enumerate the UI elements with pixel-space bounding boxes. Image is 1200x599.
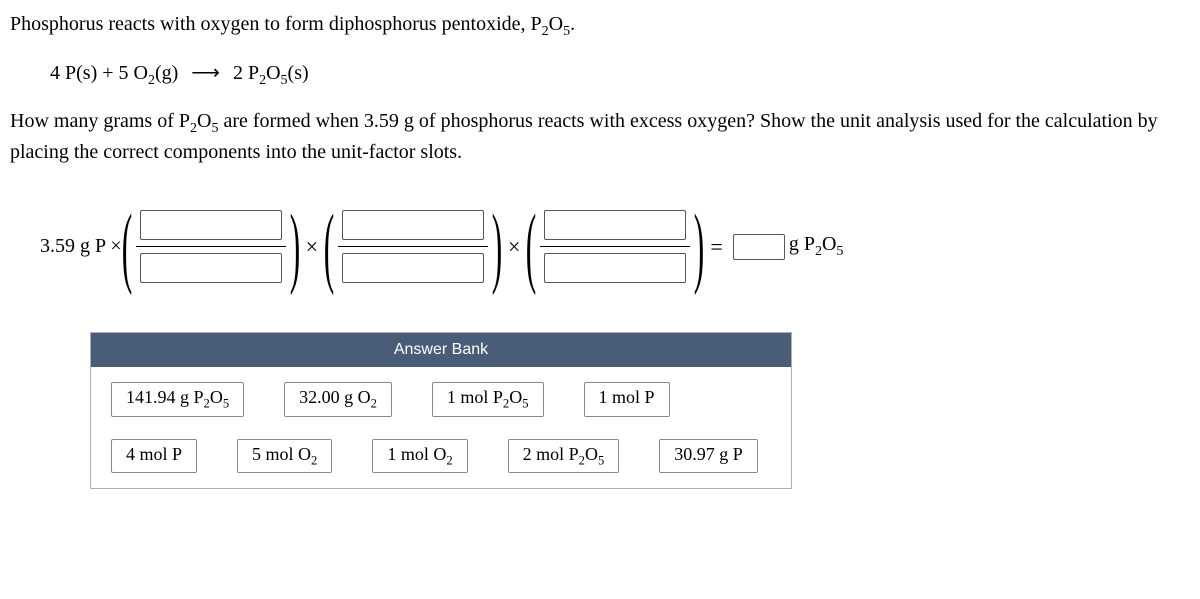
answer-bank-body: 141.94 g P2O532.00 g O21 mol P2O51 mol P…: [91, 367, 791, 488]
unit-factor-2: [338, 206, 488, 287]
result-slot[interactable]: [733, 234, 785, 260]
tile-sub: 5: [598, 453, 604, 467]
result-unit-text: g P: [789, 233, 815, 255]
result-unit-sub: 5: [836, 244, 843, 259]
answer-tile[interactable]: 30.97 g P: [659, 439, 758, 474]
paren-left-icon: (: [121, 211, 131, 283]
tile-text: 1 mol O: [387, 444, 446, 464]
answer-tile[interactable]: 1 mol P2O5: [432, 382, 544, 417]
intro-line: Phosphorus reacts with oxygen to form di…: [10, 10, 1190, 42]
equation-lhs: 4 P(s) + 5 O: [50, 62, 148, 84]
answer-tile[interactable]: 32.00 g O2: [284, 382, 392, 417]
tile-text: 32.00 g O: [299, 387, 371, 407]
equation-sub: 5: [281, 73, 288, 88]
intro-sub: 2: [542, 24, 549, 39]
tile-sub: 2: [371, 397, 377, 411]
tile-sub: 5: [223, 397, 229, 411]
intro-text: Phosphorus reacts with oxygen to form di…: [10, 13, 542, 35]
intro-text: .: [570, 13, 575, 35]
paren-left-icon: (: [324, 211, 334, 283]
tile-text: 1 mol P: [599, 387, 655, 407]
denominator-slot[interactable]: [342, 253, 484, 283]
tile-sub: 2: [446, 453, 452, 467]
equation-rhs: (s): [288, 62, 309, 84]
tile-text: O: [585, 444, 598, 464]
answer-tile[interactable]: 2 mol P2O5: [508, 439, 620, 474]
denominator-slot[interactable]: [544, 253, 686, 283]
numerator-slot[interactable]: [140, 210, 282, 240]
calc-start-value: 3.59 g P ×: [40, 235, 122, 258]
equation-rhs: O: [266, 62, 280, 84]
answer-tile[interactable]: 141.94 g P2O5: [111, 382, 244, 417]
paren-right-icon: ): [289, 211, 299, 283]
question-sub: 2: [190, 121, 197, 136]
equals-sign: =: [710, 234, 722, 260]
tile-sub: 5: [522, 397, 528, 411]
fraction-line: [338, 246, 488, 247]
paren-left-icon: (: [526, 211, 536, 283]
tile-sub: 2: [311, 453, 317, 467]
result-unit-text: O: [822, 233, 836, 255]
answer-tile[interactable]: 1 mol P: [584, 382, 670, 417]
result-unit: g P2O5: [789, 233, 844, 260]
answer-tile[interactable]: 5 mol O2: [237, 439, 332, 474]
fraction-line: [540, 246, 690, 247]
tile-text: 141.94 g P: [126, 387, 204, 407]
calculation-workspace: 3.59 g P × ( ) × ( ) × ( ) = g P2O5: [40, 206, 1190, 287]
tile-text: O: [509, 387, 522, 407]
multiply-icon: ×: [306, 234, 318, 260]
multiply-icon: ×: [508, 234, 520, 260]
paren-right-icon: ): [694, 211, 704, 283]
denominator-slot[interactable]: [140, 253, 282, 283]
reaction-arrow-icon: ⟶: [191, 60, 220, 85]
numerator-slot[interactable]: [544, 210, 686, 240]
answer-tile[interactable]: 1 mol O2: [372, 439, 467, 474]
tile-text: 2 mol P: [523, 444, 579, 464]
paren-right-icon: ): [492, 211, 502, 283]
equation-lhs: (g): [155, 62, 178, 84]
tile-text: 30.97 g P: [674, 444, 743, 464]
unit-factor-1: [136, 206, 286, 287]
question-text: How many grams of P2O5 are formed when 3…: [10, 107, 1190, 167]
chemical-equation: 4 P(s) + 5 O2(g) ⟶ 2 P2O5(s): [50, 60, 1190, 89]
tile-text: O: [210, 387, 223, 407]
tile-text: 4 mol P: [126, 444, 182, 464]
equation-rhs: 2 P: [233, 62, 259, 84]
answer-bank-header: Answer Bank: [91, 333, 791, 367]
fraction-line: [136, 246, 286, 247]
intro-text: O: [549, 13, 563, 35]
answer-tile[interactable]: 4 mol P: [111, 439, 197, 474]
tile-text: 1 mol P: [447, 387, 503, 407]
question-part: How many grams of P: [10, 110, 190, 132]
unit-factor-3: [540, 206, 690, 287]
question-part: O: [197, 110, 211, 132]
numerator-slot[interactable]: [342, 210, 484, 240]
answer-bank: Answer Bank 141.94 g P2O532.00 g O21 mol…: [90, 332, 792, 489]
tile-text: 5 mol O: [252, 444, 311, 464]
result-unit-sub: 2: [815, 244, 822, 259]
equation-sub: 2: [148, 73, 155, 88]
